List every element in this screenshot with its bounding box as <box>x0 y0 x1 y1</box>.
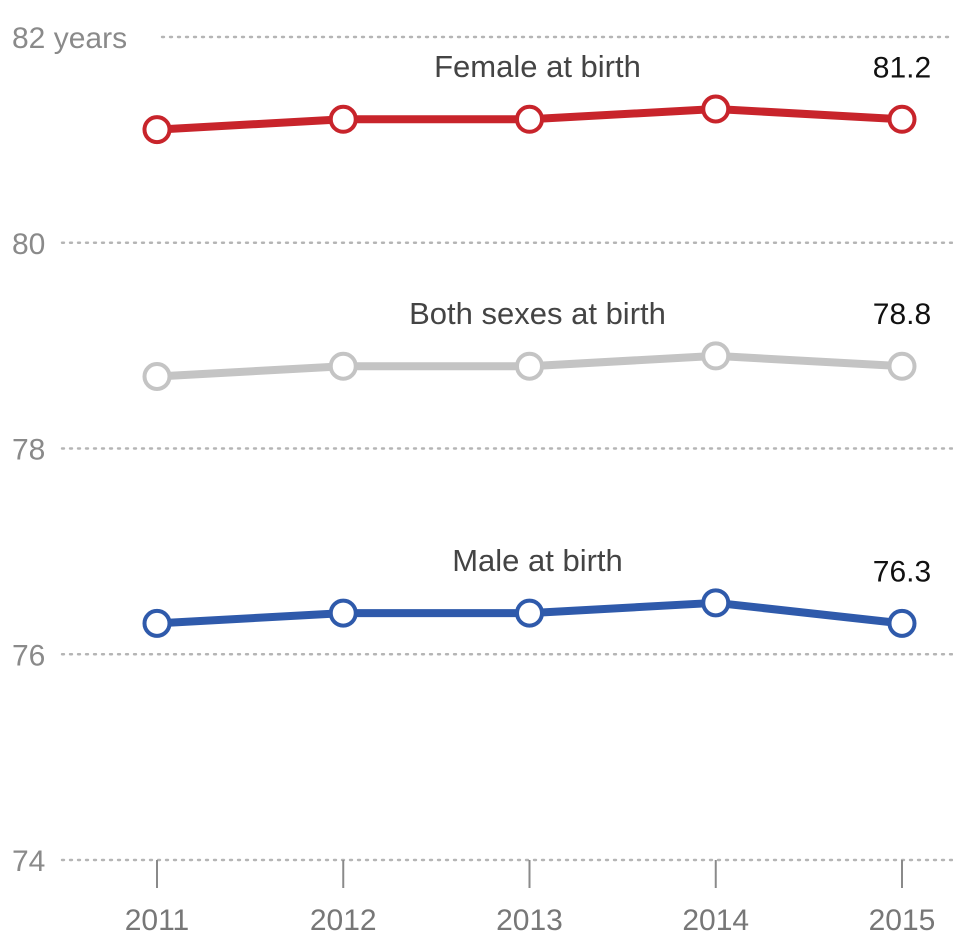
x-axis-ticks: 2011 2012 2013 2014 2015 <box>125 860 936 937</box>
data-point-female-at-birth-2011 <box>142 115 172 145</box>
y-tick-label-76: 76 <box>12 639 45 672</box>
x-tick-label-2013: 2013 <box>496 904 563 937</box>
y-tick-label-82: 82 years <box>12 22 127 55</box>
x-tick-label-2014: 2014 <box>682 904 749 937</box>
data-point-male-at-birth-2013 <box>515 598 544 628</box>
series-female-at-birth: Female at birth 81.2 <box>142 49 931 145</box>
series-label-both-sexes-at-birth: Both sexes at birth <box>409 296 666 331</box>
data-point-both-sexes-at-birth-2013 <box>515 351 544 381</box>
data-label-both-sexes-at-birth: 78.8 <box>873 298 931 331</box>
series-both-sexes-at-birth: Both sexes at birth 78.8 <box>142 296 931 391</box>
y-tick-label-78: 78 <box>12 434 45 467</box>
data-point-female-at-birth-2013 <box>515 104 544 134</box>
data-point-both-sexes-at-birth-2012 <box>328 351 358 381</box>
x-tick-label-2015: 2015 <box>869 904 936 937</box>
y-tick-label-80: 80 <box>12 228 45 261</box>
data-point-male-at-birth-2012 <box>328 598 358 628</box>
data-point-both-sexes-at-birth-2015 <box>887 351 917 381</box>
x-tick-label-2011: 2011 <box>125 904 190 937</box>
series-male-at-birth: Male at birth 76.3 <box>142 543 931 638</box>
gridlines <box>60 35 953 862</box>
series-group: Female at birth 81.2 Both sexes at birth 78… <box>142 49 931 638</box>
data-point-male-at-birth-2011 <box>142 608 172 638</box>
y-tick-label-74: 74 <box>12 845 45 878</box>
data-point-female-at-birth-2014 <box>701 94 731 124</box>
data-label-male-at-birth: 76.3 <box>873 555 931 588</box>
data-point-female-at-birth-2015 <box>887 104 917 134</box>
data-point-male-at-birth-2015 <box>887 608 917 638</box>
series-label-female-at-birth: Female at birth <box>434 49 641 84</box>
data-point-female-at-birth-2012 <box>328 104 358 134</box>
series-label-male-at-birth: Male at birth <box>452 543 623 578</box>
data-point-both-sexes-at-birth-2014 <box>701 341 731 371</box>
data-label-female-at-birth: 81.2 <box>873 51 931 84</box>
y-axis-ticks: 82 years 80 78 76 74 <box>12 22 127 878</box>
data-point-both-sexes-at-birth-2011 <box>142 361 172 391</box>
data-point-male-at-birth-2014 <box>701 588 731 618</box>
x-tick-label-2012: 2012 <box>310 904 377 937</box>
